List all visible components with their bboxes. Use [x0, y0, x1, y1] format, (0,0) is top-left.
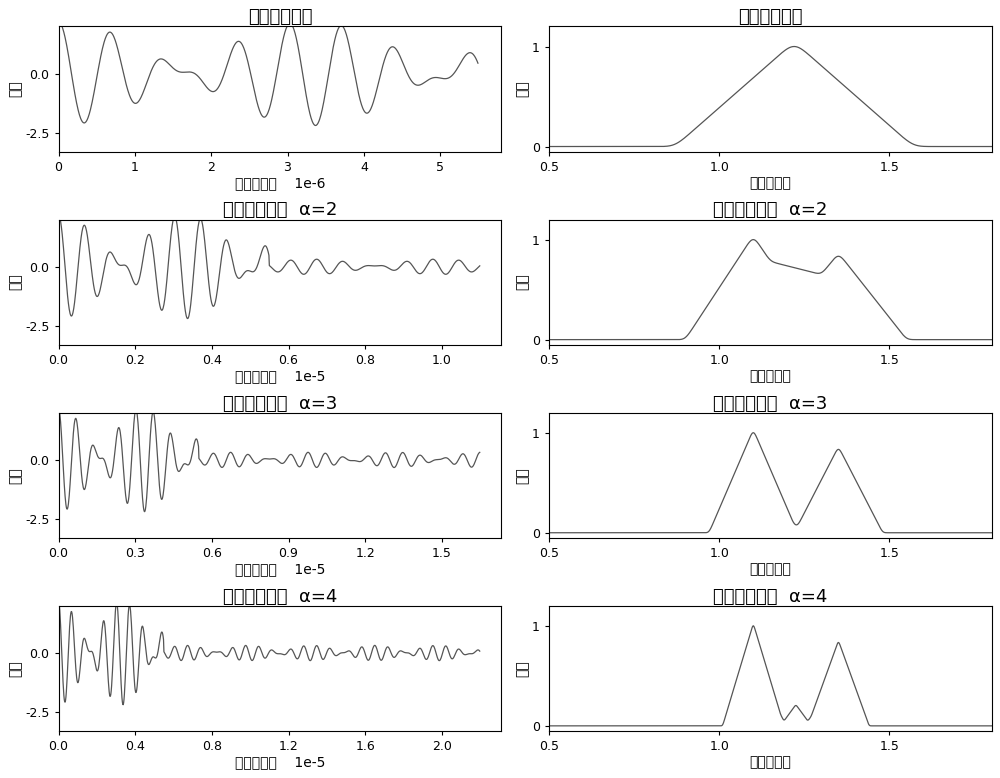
X-axis label: 时间（秒）    1e-5: 时间（秒） 1e-5 [235, 562, 325, 576]
Title: 原始信号频谱: 原始信号频谱 [738, 9, 803, 26]
Y-axis label: 幅度: 幅度 [515, 81, 529, 97]
Title: 延长信号频谱  α=3: 延长信号频谱 α=3 [713, 394, 827, 412]
X-axis label: 距离（米）: 距离（米） [749, 562, 791, 576]
Y-axis label: 幅度: 幅度 [515, 274, 529, 290]
Y-axis label: 幅度: 幅度 [515, 660, 529, 677]
Title: 延长时域信号  α=2: 延长时域信号 α=2 [223, 202, 337, 219]
Y-axis label: 幅度: 幅度 [8, 467, 22, 484]
Y-axis label: 幅度: 幅度 [8, 660, 22, 677]
Y-axis label: 幅度: 幅度 [515, 467, 529, 484]
X-axis label: 距离（米）: 距离（米） [749, 370, 791, 384]
Title: 延长时域信号  α=3: 延长时域信号 α=3 [223, 394, 337, 412]
Y-axis label: 幅度: 幅度 [8, 274, 22, 290]
X-axis label: 距离（米）: 距离（米） [749, 177, 791, 191]
Title: 延长信号频谱  α=4: 延长信号频谱 α=4 [713, 587, 827, 605]
Title: 延长时域信号  α=4: 延长时域信号 α=4 [223, 587, 337, 605]
Title: 延长信号频谱  α=2: 延长信号频谱 α=2 [713, 202, 827, 219]
X-axis label: 距离（米）: 距离（米） [749, 755, 791, 769]
Title: 原始时域信号: 原始时域信号 [248, 9, 312, 26]
X-axis label: 时间（秒）    1e-5: 时间（秒） 1e-5 [235, 755, 325, 769]
X-axis label: 时间（秒）    1e-6: 时间（秒） 1e-6 [235, 177, 325, 191]
Y-axis label: 幅度: 幅度 [8, 81, 22, 97]
X-axis label: 时间（秒）    1e-5: 时间（秒） 1e-5 [235, 370, 325, 384]
